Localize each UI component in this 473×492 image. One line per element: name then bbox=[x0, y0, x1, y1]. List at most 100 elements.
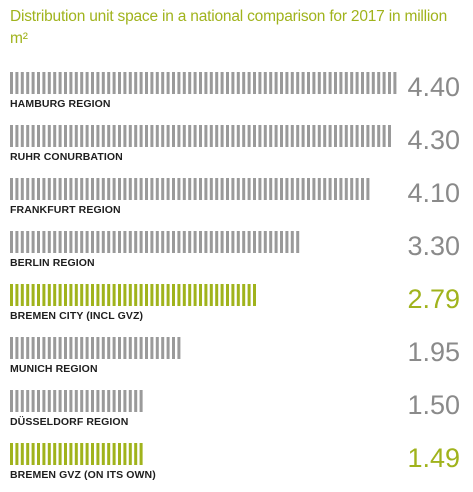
bar-stripe bbox=[258, 178, 262, 200]
bar-stripe bbox=[112, 337, 116, 359]
bar-stripe bbox=[188, 72, 192, 94]
bar-stripe bbox=[134, 337, 138, 359]
bar-stripe bbox=[10, 284, 13, 306]
bar-stripe bbox=[134, 443, 138, 465]
bar-stripe bbox=[323, 72, 327, 94]
bar-stripe bbox=[371, 125, 375, 147]
bar-stripe bbox=[242, 231, 246, 253]
bar-stripe bbox=[145, 125, 148, 147]
bar-stripe bbox=[74, 443, 78, 465]
bar-stripe bbox=[247, 72, 251, 94]
bar-stripe bbox=[247, 231, 251, 253]
bar-stripe bbox=[139, 178, 143, 200]
bar-stripe bbox=[204, 231, 208, 253]
bar-stripe bbox=[220, 178, 224, 200]
bar-stripe bbox=[166, 178, 170, 200]
bar-stripe bbox=[344, 72, 348, 94]
bar-stripe bbox=[161, 337, 165, 359]
bar-stripe bbox=[101, 125, 105, 147]
bar-stripe bbox=[258, 72, 262, 94]
bar-stripe bbox=[20, 72, 24, 94]
bar-stripe bbox=[128, 72, 132, 94]
bar-stripe bbox=[123, 443, 127, 465]
bar-stripe bbox=[107, 125, 111, 147]
bar-stripe bbox=[150, 284, 154, 306]
bar-stripe bbox=[269, 125, 273, 147]
bar-stripe bbox=[107, 231, 111, 253]
bar-stripe bbox=[393, 72, 397, 94]
bar-stripe bbox=[344, 125, 348, 147]
bar-stripe bbox=[58, 178, 62, 200]
bar-stripe bbox=[112, 72, 116, 94]
bar-stripe bbox=[366, 178, 370, 200]
bar-stripe bbox=[263, 125, 267, 147]
bar-stripe bbox=[150, 337, 154, 359]
bar-stripe bbox=[69, 443, 73, 465]
bar-stripe bbox=[350, 178, 354, 200]
bar-stripe bbox=[20, 284, 24, 306]
bar-stripe bbox=[107, 72, 111, 94]
category-label: DÜSSELDORF REGION bbox=[10, 415, 128, 428]
bar bbox=[10, 443, 143, 465]
bar-stripe bbox=[182, 125, 186, 147]
bar-stripe bbox=[366, 125, 370, 147]
bar-stripe bbox=[58, 231, 62, 253]
bar-stripe bbox=[42, 72, 46, 94]
bar-stripe bbox=[47, 72, 51, 94]
bar-stripe bbox=[296, 178, 300, 200]
bar-stripe bbox=[209, 125, 213, 147]
bar-stripe bbox=[215, 125, 219, 147]
bar-stripe bbox=[10, 72, 13, 94]
bar-stripe bbox=[366, 72, 370, 94]
bar-stripe bbox=[280, 231, 283, 253]
bar-stripe bbox=[15, 443, 19, 465]
bar-stripe bbox=[188, 125, 192, 147]
bar-stripe bbox=[85, 125, 89, 147]
bar-stripe bbox=[285, 72, 289, 94]
bar bbox=[10, 72, 397, 94]
bar-stripe bbox=[231, 284, 235, 306]
bar-stripe bbox=[280, 125, 283, 147]
bar-stripe bbox=[10, 390, 13, 412]
bar-stripe bbox=[118, 231, 121, 253]
bar-stripe bbox=[64, 72, 67, 94]
bar-row: BREMEN CITY (INCL GVZ) 2.79 bbox=[10, 284, 460, 322]
bar-stripe bbox=[242, 178, 246, 200]
bar-stripe bbox=[107, 443, 111, 465]
bar-stripe bbox=[263, 231, 267, 253]
bar-stripe bbox=[220, 72, 224, 94]
bar-stripe bbox=[107, 390, 111, 412]
bar-stripe bbox=[118, 337, 121, 359]
bar-stripe bbox=[166, 125, 170, 147]
bar-stripe bbox=[145, 72, 148, 94]
bar-stripe bbox=[85, 443, 89, 465]
bar-stripe bbox=[91, 390, 94, 412]
bar-row: FRANKFURT REGION 4.10 bbox=[10, 178, 460, 216]
bar-stripe bbox=[101, 178, 105, 200]
bar-stripe bbox=[355, 125, 359, 147]
bar-stripe bbox=[161, 72, 165, 94]
bar-stripe bbox=[53, 390, 57, 412]
bar-stripe bbox=[112, 231, 116, 253]
bar-stripe bbox=[53, 284, 57, 306]
bar-stripe bbox=[269, 72, 273, 94]
bar-stripe bbox=[96, 337, 100, 359]
bar-stripe bbox=[215, 178, 219, 200]
bar-stripe bbox=[31, 125, 35, 147]
bar-stripe bbox=[85, 231, 89, 253]
bar-stripe bbox=[312, 125, 316, 147]
bar-stripe bbox=[274, 72, 278, 94]
value-label: 4.40 bbox=[407, 72, 460, 102]
bar-stripe bbox=[231, 125, 235, 147]
bar-stripe bbox=[377, 72, 381, 94]
bar-stripe bbox=[42, 337, 46, 359]
bar-stripe bbox=[355, 178, 359, 200]
bar-stripe bbox=[172, 231, 175, 253]
category-label: BREMEN CITY (INCL GVZ) bbox=[10, 310, 143, 322]
bar-stripe bbox=[290, 125, 294, 147]
bar-stripe bbox=[220, 284, 224, 306]
bar-stripe bbox=[69, 178, 73, 200]
bar-stripe bbox=[112, 390, 116, 412]
bar-stripe bbox=[312, 178, 316, 200]
